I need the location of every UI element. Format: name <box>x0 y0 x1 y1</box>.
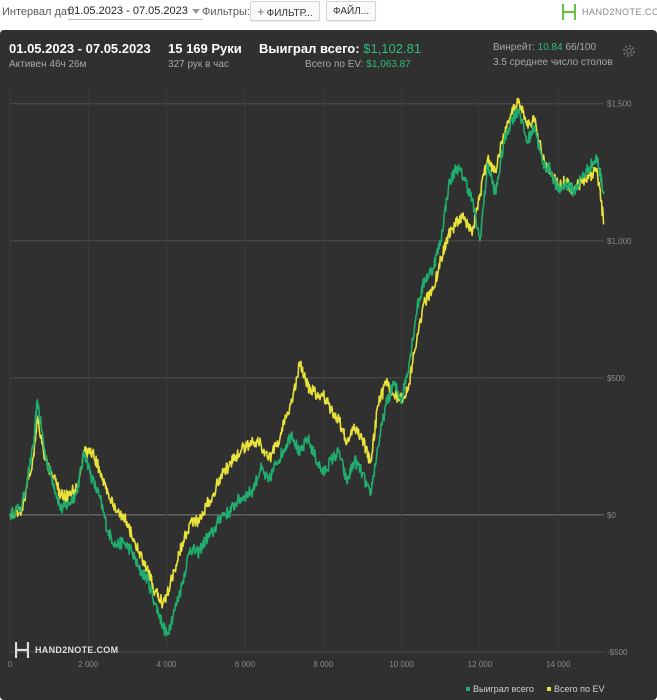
period-title: 01.05.2023 - 07.05.2023 <box>9 41 151 56</box>
h2n-logo-icon <box>15 642 29 658</box>
legend-label: Выиграл всего <box>473 684 534 694</box>
total-ev-value: $1,063.87 <box>366 59 411 70</box>
legend-label: Всего по EV <box>554 684 604 694</box>
date-range-select[interactable]: 01.05.2023 - 07.05.2023 <box>68 3 202 20</box>
filter-button-label: ФИЛЬТР... <box>266 8 313 19</box>
y-tick-label: $500 <box>607 374 625 383</box>
plus-icon: + <box>257 4 265 19</box>
watermark-text: HAND2NOTE.COM <box>35 645 119 655</box>
hands-count: 15 169 Руки <box>168 41 242 56</box>
y-axis: -$500 $0 $500 $1,000 $1,500 <box>607 100 632 657</box>
date-interval-label: Интервал дат: <box>2 6 75 18</box>
filters-label: Фильтры: <box>202 6 250 18</box>
active-time: Активен 46ч 26м <box>9 59 87 70</box>
x-tick-label: 10 000 <box>389 660 414 669</box>
y-tick-label: -$500 <box>607 648 628 657</box>
x-tick-label: 0 <box>8 660 13 669</box>
ev-series-line <box>9 97 605 609</box>
x-tick-label: 14 000 <box>546 660 571 669</box>
total-won-value: $1,102.81 <box>363 41 422 56</box>
chart-legend: Выиграл всего Всего по EV <box>466 684 604 694</box>
x-tick-label: 2 000 <box>78 660 99 669</box>
legend-swatch <box>547 687 551 691</box>
y-tick-label: $1,000 <box>607 237 632 246</box>
winrate-value: 10.84 <box>537 42 563 53</box>
winrate-label: Винрейт: <box>493 42 535 53</box>
h2n-logo-icon <box>562 4 576 20</box>
chart-grid <box>9 90 604 653</box>
x-tick-label: 6 000 <box>235 660 256 669</box>
bankroll-chart: -$500 $0 $500 $1,000 $1,500 0 2 000 4 000 6 000… <box>8 90 632 694</box>
chart-lines <box>9 97 605 637</box>
file-button-label: ФАЙЛ... <box>333 6 370 17</box>
total-ev: Всего по EV: $1,063.87 <box>305 59 411 70</box>
toolbar: Интервал дат: 01.05.2023 - 07.05.2023 Фи… <box>0 0 657 26</box>
brand-logo-text: HAND2NOTE.COM <box>582 7 657 17</box>
legend-swatch <box>466 687 470 691</box>
avg-tables: 3.5 среднее число столов <box>493 57 613 68</box>
total-won: Выиграл всего: $1,102.81 <box>259 41 421 56</box>
x-tick-label: 12 000 <box>468 660 493 669</box>
file-button[interactable]: ФАЙЛ... <box>326 1 376 21</box>
total-ev-label: Всего по EV: <box>305 59 364 70</box>
graph-panel: 01.05.2023 - 07.05.2023 Активен 46ч 26м … <box>0 30 657 700</box>
chevron-down-icon <box>191 9 200 14</box>
filter-button[interactable]: + ФИЛЬТР... <box>250 1 320 21</box>
winrate-ratio: 66/100 <box>565 42 597 53</box>
total-won-label: Выиграл всего: <box>259 41 360 56</box>
hands-per-hour: 327 рук в час <box>168 59 229 70</box>
date-range-value: 01.05.2023 - 07.05.2023 <box>68 5 188 17</box>
y-tick-label: $1,500 <box>607 100 632 109</box>
x-axis: 0 2 000 4 000 6 000 8 000 10 000 12 000 14 000 <box>8 660 571 669</box>
won-series-line <box>9 107 605 637</box>
gear-icon[interactable] <box>621 43 637 59</box>
y-tick-label: $0 <box>607 511 616 520</box>
winrate: Винрейт: 10.84 66/100 <box>493 42 596 53</box>
x-tick-label: 8 000 <box>313 660 334 669</box>
x-tick-label: 4 000 <box>157 660 178 669</box>
